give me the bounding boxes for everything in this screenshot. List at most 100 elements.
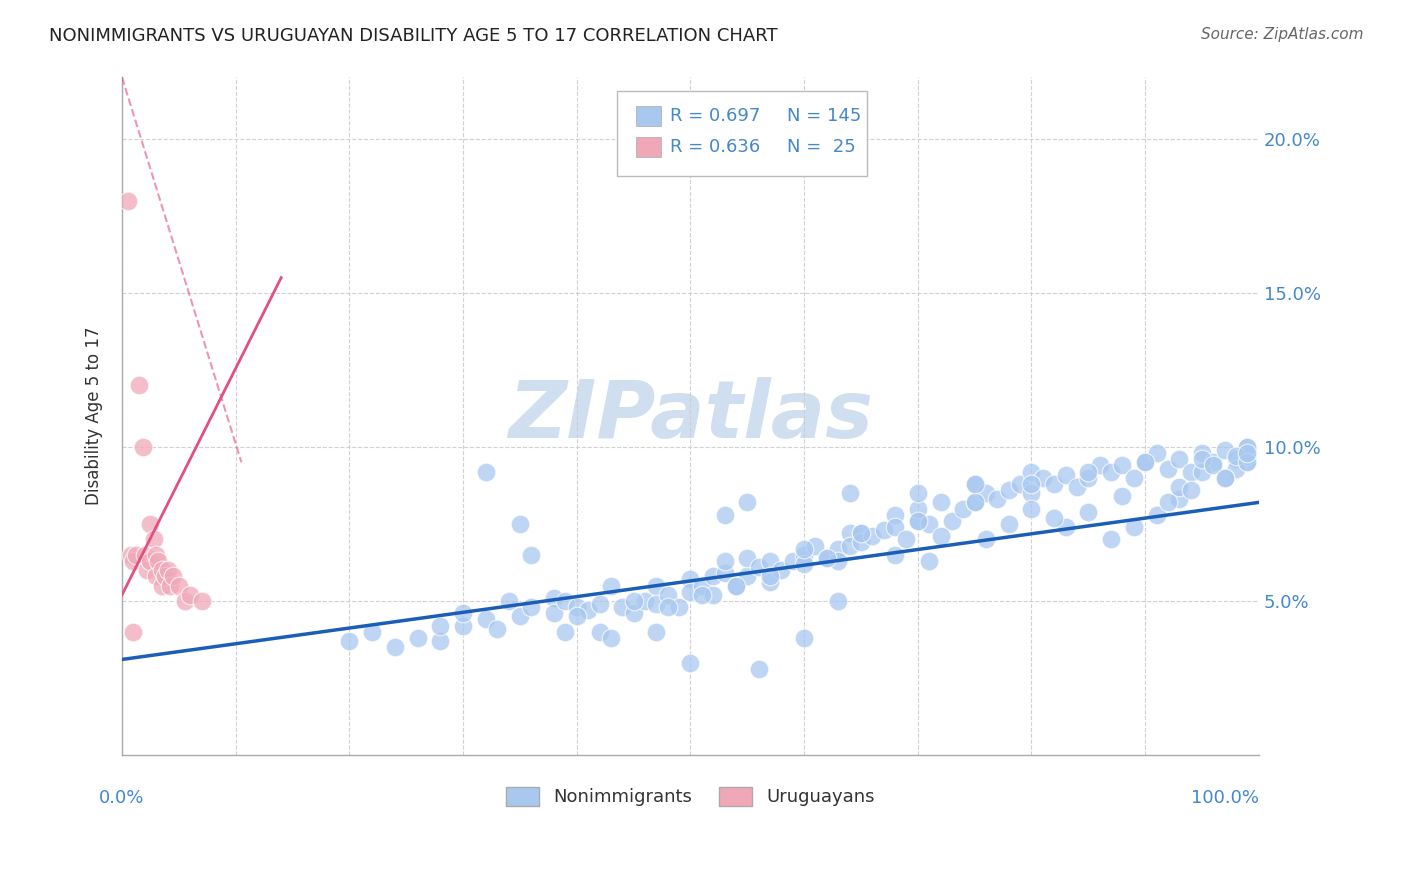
Point (155, 569, 177, 583)
Point (623, 594, 645, 608)
Point (122, 624, 145, 639)
Point (645, 624, 668, 639)
Point (884, 520, 907, 534)
Point (713, 554, 735, 568)
Point (1111, 489, 1133, 503)
Point (1213, 443, 1236, 458)
Point (1168, 480, 1191, 494)
Point (884, 548, 907, 562)
Point (1111, 458, 1133, 473)
Text: N =  25: N = 25 (787, 138, 856, 156)
Point (1043, 477, 1066, 491)
Point (475, 612, 498, 626)
Point (1225, 449, 1247, 463)
Point (645, 578, 668, 592)
Point (997, 483, 1019, 497)
Point (849, 526, 872, 541)
Point (1213, 471, 1236, 485)
Point (713, 508, 735, 522)
Point (509, 516, 531, 531)
Point (849, 535, 872, 549)
FancyBboxPatch shape (636, 137, 661, 157)
Point (486, 622, 509, 636)
Point (759, 575, 782, 590)
Point (860, 529, 883, 543)
Point (1236, 449, 1258, 463)
Point (543, 607, 565, 621)
Point (793, 541, 815, 556)
Point (929, 495, 952, 509)
Point (804, 539, 827, 553)
Point (1168, 492, 1191, 507)
Point (588, 597, 610, 611)
Point (1168, 452, 1191, 467)
Point (145, 548, 167, 562)
Point (150, 563, 173, 577)
Point (770, 563, 793, 577)
Point (952, 501, 974, 516)
Point (907, 514, 929, 528)
Point (918, 554, 941, 568)
Point (1021, 501, 1043, 516)
Y-axis label: Disability Age 5 to 17: Disability Age 5 to 17 (86, 327, 103, 506)
Point (907, 501, 929, 516)
Point (748, 662, 770, 676)
Point (179, 588, 201, 602)
Point (884, 508, 907, 522)
Point (713, 566, 735, 581)
Point (986, 492, 1008, 507)
Point (815, 550, 838, 565)
Point (1236, 455, 1258, 469)
Text: N = 145: N = 145 (787, 107, 862, 125)
Point (702, 569, 724, 583)
Point (599, 578, 621, 592)
Point (429, 618, 451, 632)
Point (384, 640, 406, 654)
Point (509, 609, 531, 624)
Point (1191, 452, 1213, 467)
Point (793, 557, 815, 571)
Point (735, 569, 758, 583)
Point (748, 560, 770, 574)
Point (974, 486, 997, 500)
Point (735, 550, 758, 565)
Point (657, 600, 679, 615)
Point (1099, 533, 1122, 547)
Point (1202, 458, 1225, 473)
Point (554, 624, 576, 639)
Text: ZIPatlas: ZIPatlas (508, 377, 873, 455)
Point (117, 194, 139, 208)
Point (724, 578, 747, 592)
Point (657, 588, 679, 602)
Point (997, 516, 1019, 531)
Point (1077, 465, 1099, 479)
Point (122, 554, 145, 568)
Point (941, 514, 963, 528)
Point (520, 600, 543, 615)
Legend: Nonimmigrants, Uruguayans: Nonimmigrants, Uruguayans (499, 780, 882, 814)
Point (150, 578, 173, 592)
Point (142, 533, 165, 547)
Point (827, 554, 849, 568)
Point (1133, 455, 1156, 469)
Point (623, 607, 645, 621)
Point (896, 533, 918, 547)
Point (361, 624, 384, 639)
Point (451, 607, 474, 621)
Point (668, 600, 690, 615)
Point (1180, 465, 1202, 479)
Point (1021, 465, 1043, 479)
Point (148, 554, 170, 568)
Point (793, 631, 815, 645)
Point (156, 563, 179, 577)
Point (565, 600, 588, 615)
Point (1054, 467, 1077, 482)
Point (963, 477, 986, 491)
Point (1146, 446, 1168, 460)
Point (167, 578, 190, 592)
Point (1146, 508, 1168, 522)
Point (759, 569, 782, 583)
Point (735, 495, 758, 509)
Point (1191, 446, 1213, 460)
Point (565, 609, 588, 624)
